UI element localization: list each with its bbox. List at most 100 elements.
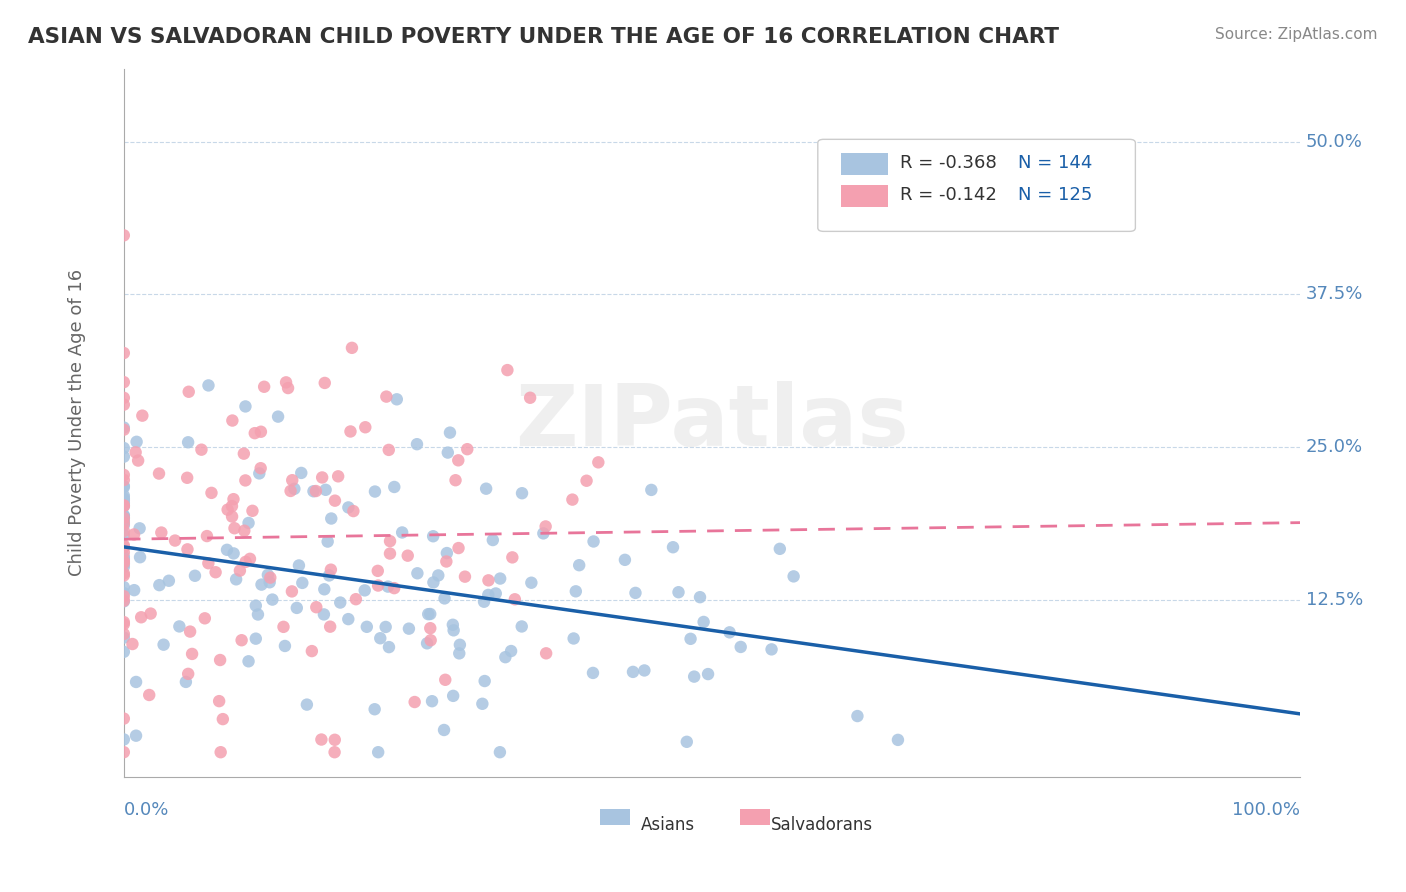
Point: [314, 376, 336, 390]
Point: [247, 467, 270, 481]
Point: [224, 521, 246, 535]
Point: [112, 423, 135, 437]
Point: [398, 622, 420, 636]
Point: [568, 558, 591, 573]
Point: [534, 519, 557, 533]
Point: [262, 592, 284, 607]
Point: [157, 574, 180, 588]
Point: [129, 550, 152, 565]
Point: [112, 516, 135, 531]
Point: [519, 391, 541, 405]
Point: [267, 409, 290, 424]
Point: [449, 638, 471, 652]
Point: [406, 566, 429, 581]
Point: [139, 607, 162, 621]
Point: [489, 745, 512, 759]
Point: [112, 228, 135, 243]
Point: [131, 409, 153, 423]
Point: [245, 599, 267, 613]
Text: 37.5%: 37.5%: [1306, 285, 1364, 303]
Point: [138, 688, 160, 702]
Point: [238, 654, 260, 668]
Point: [422, 529, 444, 543]
Point: [112, 420, 135, 434]
Point: [311, 470, 333, 484]
Point: [436, 445, 458, 459]
Point: [250, 425, 273, 439]
Point: [112, 586, 135, 600]
Point: [112, 568, 135, 582]
Point: [447, 541, 470, 555]
Point: [624, 586, 647, 600]
Point: [418, 607, 440, 622]
Point: [582, 665, 605, 680]
Point: [683, 670, 706, 684]
Point: [176, 471, 198, 485]
Point: [323, 745, 346, 759]
Point: [112, 514, 135, 528]
Point: [718, 625, 741, 640]
Point: [127, 453, 149, 467]
Point: [124, 445, 146, 459]
Point: [179, 624, 201, 639]
Point: [112, 518, 135, 533]
Point: [112, 489, 135, 503]
Point: [112, 499, 135, 513]
Point: [112, 554, 135, 568]
Point: [122, 583, 145, 598]
Point: [364, 484, 387, 499]
Point: [434, 673, 457, 687]
Point: [434, 554, 457, 568]
Point: [456, 442, 478, 457]
Point: [494, 650, 516, 665]
Point: [319, 563, 342, 577]
Point: [233, 524, 256, 538]
Point: [125, 675, 148, 690]
Point: [697, 667, 720, 681]
Text: N = 144: N = 144: [1018, 153, 1092, 171]
Point: [377, 580, 399, 594]
Point: [112, 511, 135, 525]
Point: [112, 499, 135, 513]
Point: [217, 502, 239, 516]
Point: [163, 533, 186, 548]
Point: [520, 575, 543, 590]
Point: [323, 493, 346, 508]
Point: [112, 524, 135, 538]
Point: [367, 578, 389, 592]
Point: [328, 469, 350, 483]
Text: N = 125: N = 125: [1018, 186, 1092, 203]
Point: [633, 664, 655, 678]
Point: [112, 541, 135, 555]
Text: Source: ZipAtlas.com: Source: ZipAtlas.com: [1215, 27, 1378, 42]
Point: [441, 689, 464, 703]
Point: [316, 534, 339, 549]
Point: [374, 620, 396, 634]
Point: [112, 549, 135, 564]
Point: [194, 611, 217, 625]
Point: [315, 483, 337, 497]
Point: [222, 492, 245, 507]
Point: [259, 571, 281, 585]
Point: [112, 398, 135, 412]
Point: [112, 538, 135, 552]
Point: [169, 619, 191, 633]
Point: [588, 455, 610, 469]
Point: [692, 615, 714, 629]
Point: [621, 665, 644, 679]
Point: [112, 627, 135, 641]
Point: [769, 541, 792, 556]
Point: [582, 534, 605, 549]
Point: [238, 516, 260, 530]
Point: [285, 601, 308, 615]
Point: [229, 564, 252, 578]
Point: [420, 694, 443, 708]
Point: [337, 612, 360, 626]
Point: [245, 632, 267, 646]
Point: [312, 607, 335, 622]
Point: [222, 546, 245, 560]
Point: [200, 486, 222, 500]
Point: [112, 508, 135, 523]
Point: [887, 732, 910, 747]
Point: [235, 400, 257, 414]
